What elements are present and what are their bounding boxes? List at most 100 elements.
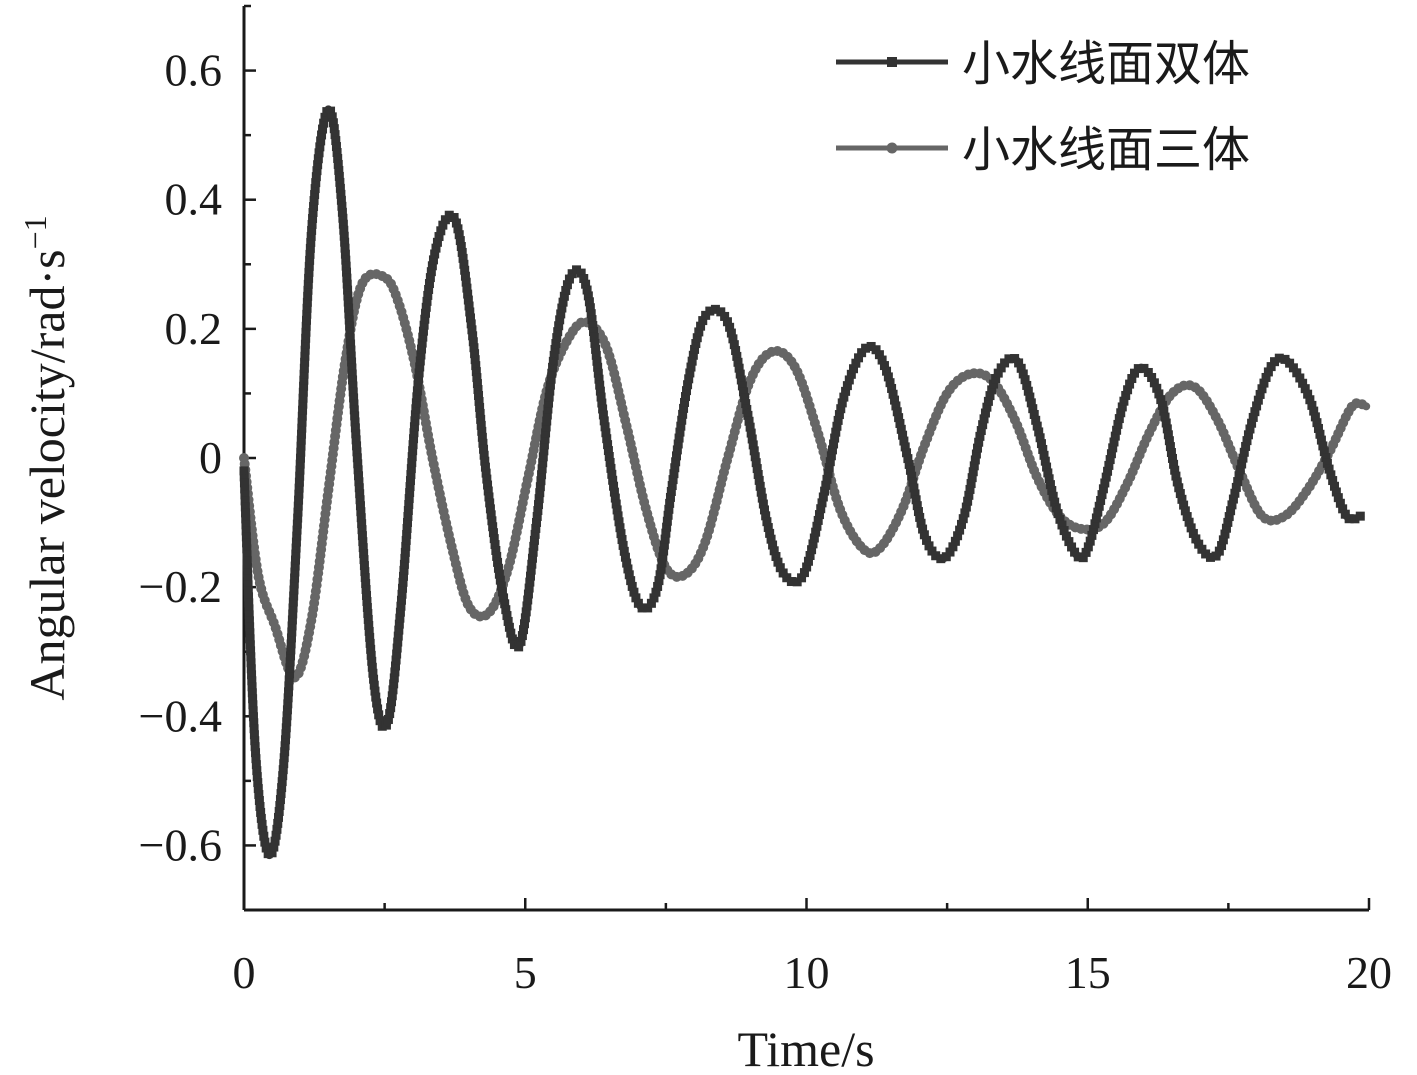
series-0-marker xyxy=(297,411,307,421)
series-0-marker xyxy=(808,539,818,549)
series-0-marker xyxy=(982,402,992,412)
series-0-marker xyxy=(298,399,308,409)
series-0-marker xyxy=(294,483,304,493)
series-0-marker xyxy=(401,535,411,545)
series-0-marker xyxy=(397,589,407,599)
series-1-point xyxy=(602,344,611,353)
series-0-point xyxy=(532,518,541,527)
series-0-marker xyxy=(301,321,311,331)
series-1-point xyxy=(270,621,279,630)
series-0-marker xyxy=(1217,541,1227,551)
series-0-marker xyxy=(251,748,261,758)
series-0-marker xyxy=(887,383,897,393)
series-0-marker xyxy=(752,464,762,474)
series-0-point xyxy=(600,415,608,424)
series-0-point xyxy=(293,518,302,527)
series-0-marker xyxy=(285,663,295,673)
series-0-marker xyxy=(396,601,406,611)
series-0-marker xyxy=(877,355,887,365)
series-0-marker xyxy=(905,465,915,475)
series-0-marker xyxy=(475,408,485,418)
series-0-marker xyxy=(277,777,287,787)
series-0-point xyxy=(1033,421,1042,430)
series-0-marker xyxy=(417,338,427,348)
series-0-marker xyxy=(782,573,792,583)
series-0-marker xyxy=(659,540,669,550)
series-0-marker xyxy=(374,710,384,720)
series-0-marker xyxy=(281,729,291,739)
series-0-marker xyxy=(522,601,532,611)
series-0-marker xyxy=(1036,439,1046,449)
series-0-marker xyxy=(615,523,625,533)
series-0-marker xyxy=(916,518,926,528)
series-0-marker xyxy=(1098,484,1108,494)
series-1-point xyxy=(1100,518,1109,527)
series-0-marker xyxy=(833,415,843,425)
series-0-marker xyxy=(473,385,483,395)
series-0-marker xyxy=(824,463,834,473)
series-0-marker xyxy=(771,552,781,562)
series-0-marker xyxy=(846,369,856,379)
series-0-marker xyxy=(1038,444,1048,454)
series-1-point xyxy=(920,441,929,450)
series-0-marker xyxy=(1053,509,1063,519)
series-0-marker xyxy=(820,486,830,496)
series-0-marker xyxy=(841,386,851,396)
series-0-marker xyxy=(612,505,622,515)
series-0-marker xyxy=(494,569,504,579)
legend-label-0: 小水线面双体 xyxy=(962,36,1250,92)
series-0-marker xyxy=(359,549,369,559)
series-0-marker xyxy=(285,657,295,667)
series-0-point xyxy=(1120,395,1129,404)
series-1-point xyxy=(254,570,263,579)
series-0-marker xyxy=(710,304,720,314)
series-0-marker xyxy=(747,434,757,444)
series-0-marker xyxy=(252,772,262,782)
series-0-marker xyxy=(469,343,479,353)
series-0-marker xyxy=(519,619,529,629)
series-0-marker xyxy=(979,414,989,424)
series-0-marker xyxy=(588,321,598,331)
series-0-marker xyxy=(243,586,253,596)
series-0-marker xyxy=(253,784,263,794)
series-0-marker xyxy=(902,448,912,458)
series-1-point xyxy=(524,473,533,482)
series-0-marker xyxy=(918,524,928,534)
series-0-marker xyxy=(754,475,764,485)
series-0-point xyxy=(1266,363,1275,372)
y-tick-label: 0.4 xyxy=(165,174,223,225)
series-0-marker xyxy=(363,608,373,618)
series-0-marker xyxy=(593,362,603,372)
series-0-marker xyxy=(303,291,313,301)
series-0-marker xyxy=(362,596,372,606)
series-0-marker xyxy=(300,339,310,349)
series-0-marker xyxy=(356,513,366,523)
series-0-marker xyxy=(444,210,454,220)
series-0-marker xyxy=(386,703,396,713)
series-0-marker xyxy=(298,393,308,403)
series-0-marker xyxy=(963,496,973,506)
series-0-marker xyxy=(245,628,255,638)
series-0-marker xyxy=(331,142,341,152)
series-0-marker xyxy=(297,417,307,427)
series-0-marker xyxy=(598,404,608,414)
series-0-marker xyxy=(683,380,693,390)
series-0-marker xyxy=(316,136,326,146)
series-0-marker xyxy=(950,536,960,546)
series-0-marker xyxy=(475,402,485,412)
series-0-marker xyxy=(552,333,562,343)
series-0-marker xyxy=(251,754,261,764)
series-0-marker xyxy=(526,571,536,581)
series-0-marker xyxy=(545,380,555,390)
series-0-marker xyxy=(527,553,537,563)
series-1-point xyxy=(1362,402,1371,411)
series-0-marker xyxy=(297,423,307,433)
series-0-marker xyxy=(355,495,365,505)
series-0-marker xyxy=(558,297,568,307)
series-0-marker xyxy=(256,813,266,823)
series-0-marker xyxy=(302,315,312,325)
series-0-marker xyxy=(503,616,513,626)
series-0-marker xyxy=(1218,535,1228,545)
series-0-marker xyxy=(1255,389,1265,399)
series-0-marker xyxy=(398,577,408,587)
